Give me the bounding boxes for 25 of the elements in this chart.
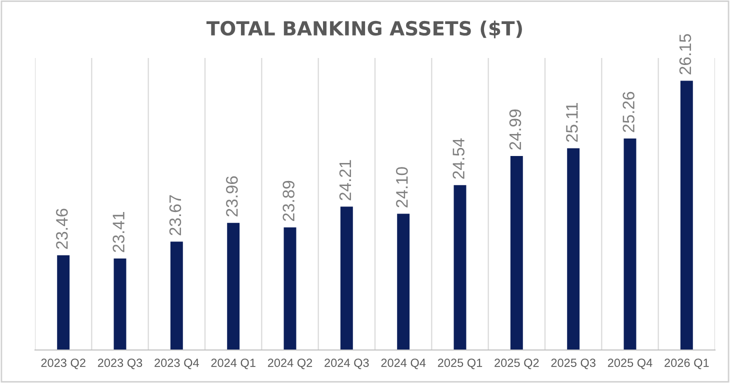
data-label: 24.99 xyxy=(509,110,522,150)
data-label: 23.41 xyxy=(112,212,124,252)
x-tick-label: 2025 Q4 xyxy=(608,358,652,370)
data-label: 23.67 xyxy=(169,195,182,236)
data-label: 24.54 xyxy=(452,138,464,179)
data-label: 23.96 xyxy=(226,176,238,216)
x-tick-label: 2026 Q1 xyxy=(664,358,709,370)
data-label: 23.89 xyxy=(282,180,294,221)
x-tick-label: 2025 Q2 xyxy=(494,358,539,370)
chart-title: TOTAL BANKING ASSETS ($T) xyxy=(206,20,522,38)
x-tick-label: 2024 Q1 xyxy=(211,358,256,370)
data-label: 26.15 xyxy=(679,34,692,74)
data-label: 25.26 xyxy=(622,92,634,132)
x-tick-label: 2024 Q3 xyxy=(324,358,369,370)
x-tick-label: 2025 Q3 xyxy=(551,358,596,370)
data-label: 23.46 xyxy=(56,208,68,249)
x-tick-label: 2024 Q4 xyxy=(381,358,426,370)
x-tick-label: 2024 Q2 xyxy=(268,358,312,370)
x-tick-label: 2023 Q3 xyxy=(98,358,142,370)
data-label: 24.10 xyxy=(396,167,408,208)
x-tick-label: 2023 Q4 xyxy=(154,358,199,370)
data-label: 24.21 xyxy=(339,160,351,200)
x-tick-label: 2023 Q2 xyxy=(41,358,86,370)
data-label: 25.11 xyxy=(566,102,578,142)
x-tick-label: 2025 Q1 xyxy=(438,358,482,370)
